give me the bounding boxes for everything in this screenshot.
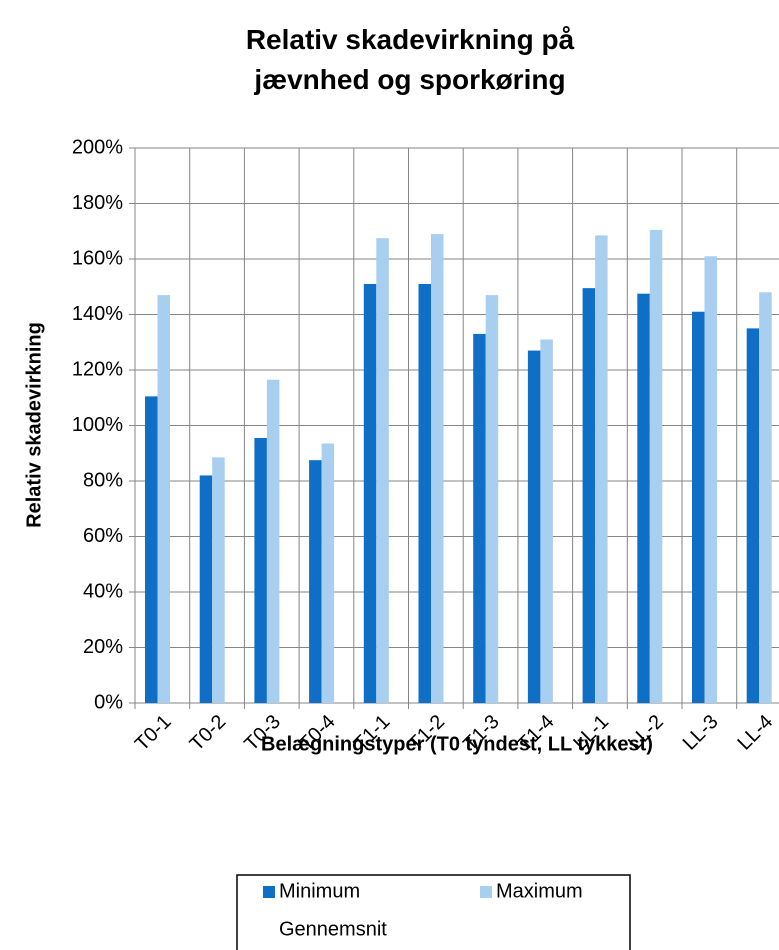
bar <box>363 283 377 703</box>
y-tick-label: 60% <box>83 525 123 547</box>
y-tick-label: 160% <box>72 247 123 269</box>
y-tick-label: 40% <box>83 580 123 602</box>
bar <box>527 350 541 703</box>
chart-title: Relativ skadevirkning på jævnhed og spor… <box>245 24 575 95</box>
y-axis-label: Relativ skadevirkning <box>23 322 45 528</box>
bar <box>582 288 596 703</box>
bar <box>595 235 608 703</box>
bar <box>692 311 705 703</box>
legend-label: Minimum <box>279 880 360 902</box>
bar <box>266 379 280 703</box>
bar <box>637 293 650 703</box>
legend-box <box>236 874 631 950</box>
y-tick-label: 100% <box>72 414 123 436</box>
bar <box>254 437 267 703</box>
bar <box>649 229 663 704</box>
y-tick-label: 120% <box>72 358 123 380</box>
bar <box>309 460 322 703</box>
y-tick-label: 140% <box>72 303 123 325</box>
bar <box>199 475 213 703</box>
x-tick-label: LL-3 <box>679 711 723 755</box>
bar <box>376 238 389 703</box>
legend-label: Maximum <box>496 880 583 902</box>
bar <box>157 295 170 703</box>
legend-swatch <box>480 886 492 898</box>
bar <box>473 333 486 703</box>
bar <box>321 443 335 703</box>
bar <box>485 295 499 703</box>
y-tick-label: 20% <box>83 636 123 658</box>
y-tick-label: 80% <box>83 469 123 491</box>
bar <box>746 328 760 703</box>
y-tick-label: 180% <box>72 192 123 214</box>
x-tick-label: T0-2 <box>186 711 231 756</box>
bar <box>431 234 444 703</box>
x-tick-label: T0-1 <box>131 711 176 756</box>
bar <box>418 283 431 703</box>
bar <box>759 292 772 703</box>
bar <box>540 339 553 703</box>
bar <box>212 457 225 703</box>
bar <box>145 396 158 703</box>
bar <box>704 256 717 703</box>
y-tick-label: 0% <box>94 691 123 713</box>
y-tick-label: 200% <box>72 136 123 158</box>
legend-swatch <box>263 886 275 898</box>
x-axis-label: Belægningstyper (T0 tyndest, LL tykkest) <box>261 733 653 755</box>
x-tick-label: LL-4 <box>733 711 777 755</box>
legend-label: Gennemsnit <box>279 918 387 940</box>
